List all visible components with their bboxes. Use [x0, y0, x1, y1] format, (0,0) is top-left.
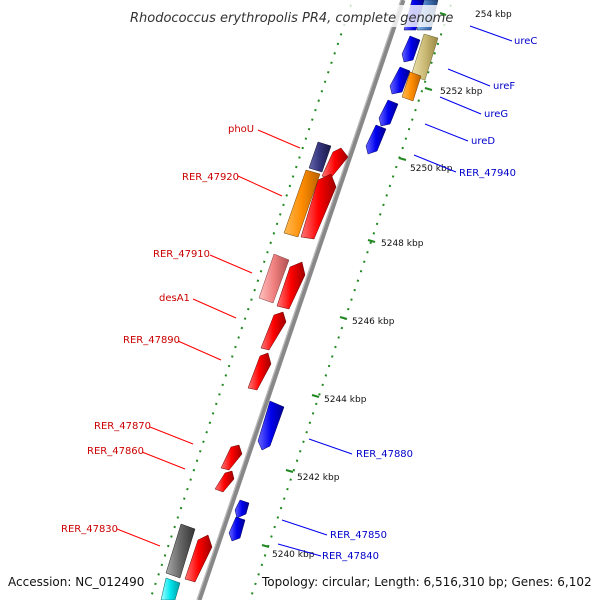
- label-line-rer-47840: [277, 543, 322, 557]
- gene-rer-47910[interactable]: [258, 253, 290, 304]
- gene-rer-47890-b[interactable]: [247, 352, 272, 391]
- left-label-lines: [116, 129, 301, 547]
- tick-mark: [261, 544, 270, 548]
- gene-rer-47940-a[interactable]: [365, 124, 387, 155]
- topology-text: Topology: circular; Length: 6,516,310 bp…: [261, 575, 592, 589]
- tick-label-5248: 5248 kbp: [381, 239, 424, 249]
- gene-rer-47830-b[interactable]: [184, 534, 213, 583]
- label-line-rer-47830: [116, 528, 161, 547]
- label-line-rer-47920: [237, 175, 283, 197]
- gene-ureg-a[interactable]: [378, 99, 399, 127]
- gene-label-ureg[interactable]: ureG: [484, 109, 508, 120]
- outer-right-genes: [401, 33, 439, 102]
- gene-rer-47850[interactable]: [234, 499, 250, 519]
- tick-label-5252: 5252 kbp: [440, 87, 483, 97]
- label-line-rer-47910: [209, 254, 253, 274]
- label-line-rer-47870: [149, 426, 194, 445]
- gene-rer-47930[interactable]: [321, 147, 349, 180]
- gene-label-rer-47910[interactable]: RER_47910: [153, 249, 210, 260]
- gene-rer-47910-b[interactable]: [276, 261, 306, 310]
- label-line-rer-47860: [141, 451, 186, 470]
- tick-mark: [439, 12, 447, 16]
- gene-label-rer-47840[interactable]: RER_47840: [322, 551, 379, 562]
- gene-ureg[interactable]: [410, 33, 439, 81]
- gene-rer-47830[interactable]: [165, 523, 196, 579]
- label-line-phou: [257, 129, 301, 149]
- tick-label-5242: 5242 kbp: [297, 473, 340, 483]
- tick-mark: [424, 87, 433, 91]
- tick-mark: [311, 394, 320, 398]
- label-line-ureg: [439, 96, 482, 115]
- label-line-urec: [469, 25, 513, 42]
- gene-label-rer-47890[interactable]: RER_47890: [123, 335, 180, 346]
- label-line-uref: [447, 68, 491, 87]
- title-band: [125, 5, 465, 27]
- gene-label-rer-47850[interactable]: RER_47850: [330, 530, 387, 541]
- tick-mark: [285, 469, 294, 473]
- label-line-ured: [424, 123, 469, 142]
- label-line-rer-47940: [413, 154, 457, 173]
- gene-uref-a[interactable]: [389, 66, 411, 95]
- gene-ured[interactable]: [401, 71, 422, 102]
- backbone-highlight: [196, 0, 402, 600]
- tick-label-5246: 5246 kbp: [352, 317, 395, 327]
- gene-rer-47860[interactable]: [214, 470, 235, 493]
- gene-ure-a[interactable]: [401, 35, 421, 63]
- gene-label-ured[interactable]: ureD: [471, 136, 495, 147]
- tick-mark: [398, 157, 407, 161]
- label-line-desa1: [192, 298, 237, 319]
- forward-genes-inner: [184, 0, 439, 583]
- gene-label-desa1[interactable]: desA1: [159, 293, 190, 304]
- gene-label-uref[interactable]: ureF: [493, 81, 515, 92]
- tick-label-5240: 5240 kbp: [272, 550, 315, 560]
- gene-label-rer-47940[interactable]: RER_47940: [459, 168, 516, 179]
- gene-label-rer-47830[interactable]: RER_47830: [61, 524, 118, 535]
- backbone-line: [196, 0, 406, 600]
- gene-cyan-partial[interactable]: [160, 577, 181, 600]
- tick-mark: [339, 316, 348, 320]
- gene-rer-47840[interactable]: [228, 516, 246, 542]
- gene-label-rer-47920[interactable]: RER_47920: [182, 172, 239, 183]
- tick-mark: [367, 239, 376, 243]
- gene-label-phou[interactable]: phoU: [228, 124, 254, 135]
- gene-phou[interactable]: [308, 141, 332, 173]
- right-gene-labels: ureC ureF ureG ureD RER_47940 RER_47880 …: [322, 36, 537, 562]
- left-gene-labels: phoU RER_47920 RER_47910 desA1 RER_47890…: [61, 124, 254, 535]
- label-line-rer-47890: [177, 340, 222, 361]
- gene-rer-47900[interactable]: [260, 311, 287, 351]
- gene-label-urec[interactable]: ureC: [514, 36, 537, 47]
- tick-label-5244: 5244 kbp: [324, 395, 367, 405]
- gene-rer-47870[interactable]: [220, 444, 243, 471]
- gene-label-rer-47860[interactable]: RER_47860: [87, 446, 144, 457]
- tick-labels: 254 kbp 5252 kbp 5250 kbp 5248 kbp 5246 …: [261, 10, 512, 560]
- gene-label-rer-47870[interactable]: RER_47870: [94, 421, 151, 432]
- genome-title: Rhodococcus erythropolis PR4, complete g…: [130, 11, 453, 26]
- gene-rer-47920[interactable]: [283, 169, 321, 238]
- gene-rer-47920-b[interactable]: [300, 173, 337, 240]
- right-label-lines: [277, 25, 513, 557]
- gene-rer-47880[interactable]: [257, 400, 285, 451]
- tick-label-5250: 5250 kbp: [410, 164, 453, 174]
- left-lane-genes: [160, 141, 332, 600]
- label-line-rer-47850: [281, 519, 328, 536]
- tick-label-254: 254 kbp: [475, 10, 512, 20]
- gene-label-rer-47880[interactable]: RER_47880: [356, 449, 413, 460]
- label-line-rer-47880: [308, 438, 353, 455]
- accession-text: Accession: NC_012490: [8, 575, 144, 589]
